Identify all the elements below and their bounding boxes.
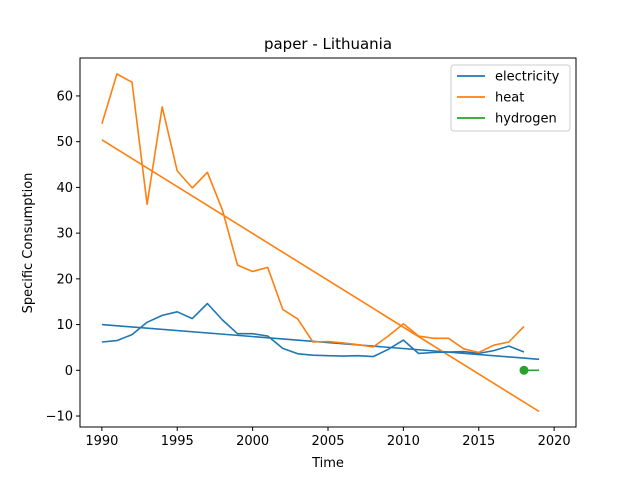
y-tick-label: 40 <box>56 181 73 196</box>
heat-series-line <box>101 73 525 354</box>
x-tick-label: 2015 <box>462 434 495 449</box>
plot-area: 1990 1995 2000 2005 2010 2015 2020 −10 0 10 20 30 40… <box>46 57 577 449</box>
chart-title: paper - Lithuania <box>264 35 392 53</box>
y-tick-label: 0 <box>65 364 73 379</box>
y-tick-label: 20 <box>56 272 73 287</box>
hydrogen-point <box>519 365 529 375</box>
x-tick-label: 2020 <box>538 434 571 449</box>
y-tick-label: 50 <box>56 135 73 150</box>
x-axis-label: Time <box>311 456 344 471</box>
y-axis-label: Specific Consumption <box>21 173 36 314</box>
y-tick-label: 60 <box>56 89 73 104</box>
x-tick-label: 2000 <box>236 434 269 449</box>
heat-trendline <box>101 139 540 413</box>
x-tick-label: 2005 <box>311 434 344 449</box>
y-tick-label: 30 <box>56 227 73 242</box>
y-tick-label: −10 <box>46 410 73 425</box>
x-tick-label: 2010 <box>387 434 420 449</box>
electricity-series-line <box>101 302 525 358</box>
heat-legend-label: heat <box>495 91 524 106</box>
x-tick-label: 1995 <box>161 434 194 449</box>
y-tick-label: 10 <box>56 318 73 333</box>
electricity-legend-label: electricity <box>495 70 560 85</box>
legend: electricity heat hydrogen <box>450 64 571 132</box>
x-tick-label: 1990 <box>85 434 118 449</box>
legend-box <box>450 64 571 132</box>
hydrogen-legend-label: hydrogen <box>495 112 557 127</box>
